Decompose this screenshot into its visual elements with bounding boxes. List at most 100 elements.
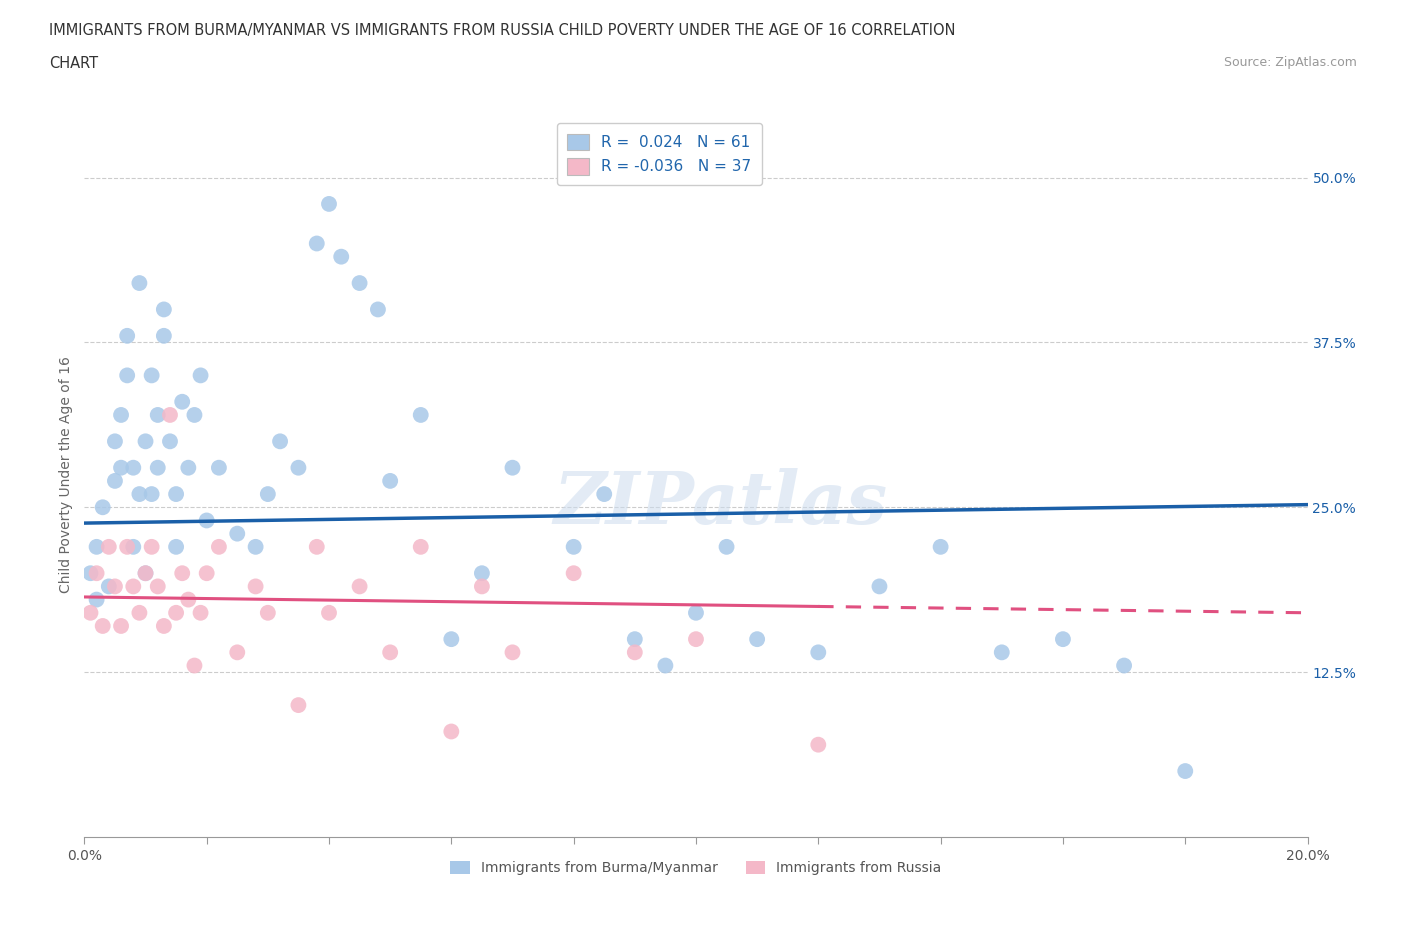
Point	[562, 539, 585, 554]
Point	[97, 539, 120, 554]
Point	[172, 394, 194, 409]
Point	[165, 605, 187, 620]
Point	[177, 592, 200, 607]
Point	[104, 434, 127, 449]
Point	[146, 407, 169, 422]
Point	[349, 275, 371, 290]
Point	[305, 539, 328, 554]
Legend: Immigrants from Burma/Myanmar, Immigrants from Russia: Immigrants from Burma/Myanmar, Immigrant…	[444, 856, 948, 881]
Point	[287, 460, 309, 475]
Point	[79, 605, 101, 620]
Point	[159, 434, 181, 449]
Point	[183, 658, 205, 673]
Point	[141, 368, 163, 383]
Point	[245, 579, 267, 594]
Point	[807, 644, 830, 659]
Point	[562, 565, 585, 580]
Point	[115, 539, 138, 554]
Point	[471, 579, 494, 594]
Point	[502, 644, 524, 659]
Point	[183, 407, 205, 422]
Point	[318, 196, 340, 211]
Point	[115, 368, 138, 383]
Point	[208, 460, 231, 475]
Point	[330, 249, 353, 264]
Point	[165, 486, 187, 501]
Point	[165, 539, 187, 554]
Point	[257, 486, 280, 501]
Point	[440, 631, 463, 646]
Point	[305, 236, 328, 251]
Point	[807, 737, 830, 752]
Point	[97, 579, 120, 594]
Point	[1052, 631, 1074, 646]
Point	[128, 275, 150, 290]
Point	[128, 605, 150, 620]
Point	[226, 644, 249, 659]
Text: IMMIGRANTS FROM BURMA/MYANMAR VS IMMIGRANTS FROM RUSSIA CHILD POVERTY UNDER THE : IMMIGRANTS FROM BURMA/MYANMAR VS IMMIGRA…	[49, 23, 956, 38]
Point	[716, 539, 738, 554]
Point	[747, 631, 769, 646]
Point	[440, 724, 463, 739]
Y-axis label: Child Poverty Under the Age of 16: Child Poverty Under the Age of 16	[59, 356, 73, 592]
Point	[86, 539, 108, 554]
Point	[349, 579, 371, 594]
Point	[1174, 764, 1197, 778]
Point	[654, 658, 676, 673]
Point	[128, 486, 150, 501]
Text: ZIPatlas: ZIPatlas	[554, 468, 887, 538]
Point	[79, 565, 101, 580]
Point	[110, 460, 132, 475]
Point	[190, 605, 212, 620]
Point	[380, 644, 402, 659]
Point	[409, 539, 432, 554]
Point	[122, 460, 145, 475]
Point	[409, 407, 432, 422]
Point	[685, 631, 707, 646]
Point	[245, 539, 267, 554]
Point	[135, 565, 157, 580]
Point	[471, 565, 494, 580]
Point	[141, 486, 163, 501]
Point	[159, 407, 181, 422]
Point	[502, 460, 524, 475]
Point	[1114, 658, 1136, 673]
Point	[115, 328, 138, 343]
Point	[135, 565, 157, 580]
Point	[685, 605, 707, 620]
Point	[226, 526, 249, 541]
Point	[624, 631, 647, 646]
Point	[104, 473, 127, 488]
Point	[195, 513, 218, 528]
Point	[146, 579, 169, 594]
Point	[177, 460, 200, 475]
Point	[91, 618, 114, 633]
Point	[153, 618, 176, 633]
Point	[269, 434, 291, 449]
Point	[287, 698, 309, 712]
Point	[122, 579, 145, 594]
Text: Source: ZipAtlas.com: Source: ZipAtlas.com	[1223, 56, 1357, 69]
Point	[624, 644, 647, 659]
Point	[208, 539, 231, 554]
Point	[135, 434, 157, 449]
Point	[122, 539, 145, 554]
Point	[929, 539, 952, 554]
Point	[110, 618, 132, 633]
Point	[153, 302, 176, 317]
Point	[104, 579, 127, 594]
Point	[257, 605, 280, 620]
Point	[172, 565, 194, 580]
Point	[195, 565, 218, 580]
Point	[869, 579, 891, 594]
Point	[380, 473, 402, 488]
Point	[367, 302, 389, 317]
Point	[91, 499, 114, 514]
Point	[110, 407, 132, 422]
Point	[146, 460, 169, 475]
Point	[593, 486, 616, 501]
Point	[190, 368, 212, 383]
Point	[86, 565, 108, 580]
Text: CHART: CHART	[49, 56, 98, 71]
Point	[86, 592, 108, 607]
